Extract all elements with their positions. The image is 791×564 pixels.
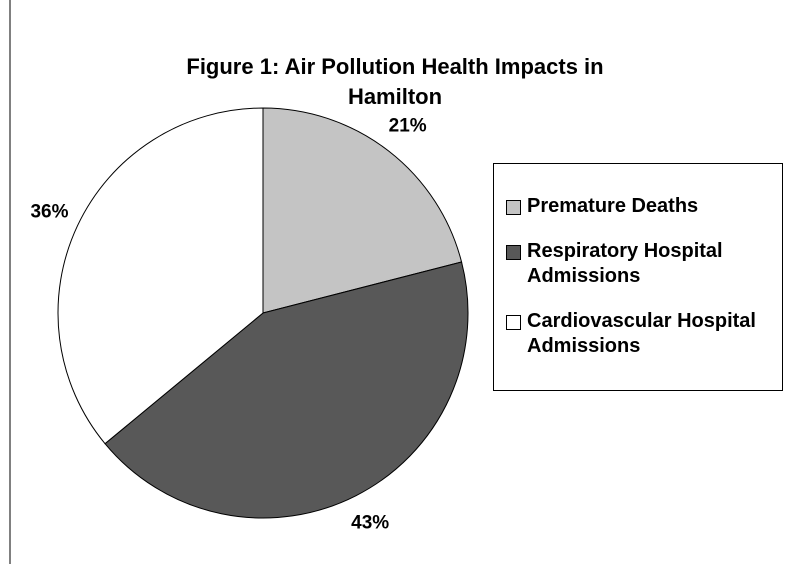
legend-label: Premature Deaths <box>527 195 699 217</box>
data-label: 21% <box>389 116 427 137</box>
legend-swatch <box>506 200 521 215</box>
legend-label: Cardiovascular Hospital Admissions <box>527 310 756 357</box>
chart-title: Figure 1: Air Pollution Health Impacts i… <box>186 54 604 109</box>
legend: Premature Deaths Respiratory Hospital Adm… <box>493 163 783 391</box>
pie-slice <box>57 107 264 445</box>
pie-slice <box>262 107 463 314</box>
legend-swatch <box>506 245 521 260</box>
data-label: 36% <box>30 202 68 223</box>
legend-entry: Cardiovascular Hospital Admissions <box>506 309 776 359</box>
data-label: 43% <box>351 512 389 533</box>
legend-entry: Premature Deaths <box>506 194 776 219</box>
legend-swatch <box>506 315 521 330</box>
pie-slice <box>104 261 469 519</box>
legend-entry: Respiratory Hospital Admissions <box>506 239 776 289</box>
legend-label: Respiratory Hospital Admissions <box>527 240 723 287</box>
